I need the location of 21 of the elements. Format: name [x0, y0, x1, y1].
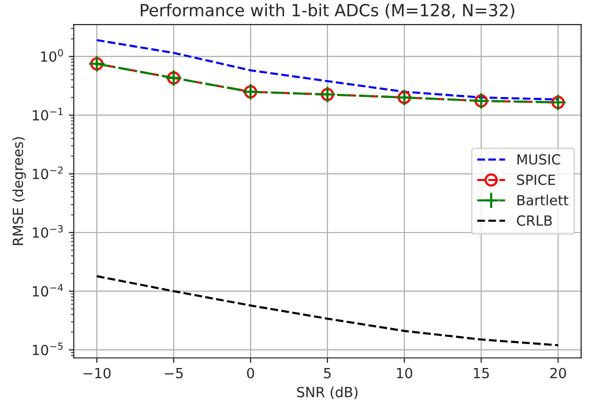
legend-label: MUSIC: [518, 154, 560, 165]
y-tick-label: 10$^{−2}$: [32, 166, 63, 180]
x-tick-label: −5: [164, 368, 183, 378]
y-tick-label: 10$^{−1}$: [32, 108, 63, 121]
y-tick-label: 10$^{−5}$: [32, 342, 63, 356]
x-tick-label: 10: [397, 368, 412, 378]
x-axis-title: SNR (dB): [297, 386, 358, 399]
chart-title: Performance with 1-bit ADCs (M=128, N=32): [140, 4, 514, 18]
legend-label: Bartlett: [518, 194, 568, 206]
y-tick-label: 10$^{−4}$: [32, 284, 63, 297]
x-tick-label: 5: [324, 368, 331, 378]
legend-label: CRLB: [516, 215, 552, 226]
legend-label: SPICE: [517, 174, 556, 186]
y-tick-label: 10$^{−3}$: [32, 225, 63, 238]
x-tick-label: 15: [474, 368, 489, 378]
x-tick-label: 0: [247, 368, 254, 378]
x-tick-label: 20: [550, 368, 566, 378]
y-tick-label: 10$^{0}$: [41, 49, 63, 62]
line-series: [96, 275, 560, 346]
x-tick-label: −10: [84, 368, 111, 378]
y-axis-title: RMSE (degrees): [12, 137, 26, 246]
